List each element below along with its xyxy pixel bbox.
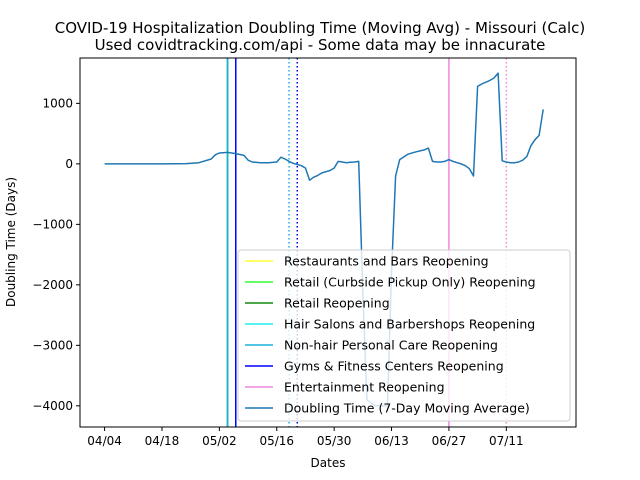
y-axis-label: Doubling Time (Days)	[4, 177, 18, 307]
y-tick-label: −1000	[32, 217, 73, 231]
x-tick-label: 06/13	[374, 434, 409, 448]
x-axis-label: Dates	[311, 456, 346, 470]
y-axis-ticks: 1000 0 −1000 −2000 −3000 −4000	[32, 96, 80, 413]
legend-entry-label: Non-hair Personal Care Reopening	[284, 338, 498, 353]
chart-title: COVID-19 Hospitalization Doubling Time (…	[55, 19, 586, 37]
x-tick-label: 04/18	[145, 434, 180, 448]
legend-entry-label: Gyms & Fitness Centers Reopening	[284, 359, 504, 374]
legend-entry-label: Restaurants and Bars Reopening	[284, 254, 489, 269]
legend-entry-label: Doubling Time (7-Day Moving Average)	[284, 401, 530, 416]
y-tick-label: −2000	[32, 278, 73, 292]
legend-entry-label: Hair Salons and Barbershops Reopening	[284, 317, 535, 332]
reopening-lines	[226, 58, 508, 427]
x-tick-label: 07/11	[489, 434, 524, 448]
legend-entry-label: Entertainment Reopening	[284, 380, 445, 395]
x-axis-ticks: 04/04 04/18 05/02 05/16 05/30 06/13 06/27 07/11	[87, 427, 524, 448]
y-tick-label: 0	[65, 157, 73, 171]
legend: Restaurants and Bars Reopening Retail (Cu…	[237, 249, 571, 422]
plot-area-frame	[79, 57, 577, 428]
legend-entry-label: Retail Reopening	[284, 296, 390, 311]
legend-box	[237, 249, 571, 422]
x-tick-label: 05/02	[202, 434, 237, 448]
legend-entry-label: Retail (Curbside Pickup Only) Reopening	[284, 275, 536, 290]
x-tick-label: 06/27	[432, 434, 467, 448]
y-tick-label: −3000	[32, 338, 73, 352]
chart-subtitle: Used covidtracking.com/api - Some data m…	[95, 36, 546, 54]
y-tick-label: −4000	[32, 399, 73, 413]
x-tick-label: 04/04	[87, 434, 122, 448]
x-tick-label: 05/30	[317, 434, 352, 448]
x-tick-label: 05/16	[259, 434, 294, 448]
y-tick-label: 1000	[42, 96, 73, 110]
